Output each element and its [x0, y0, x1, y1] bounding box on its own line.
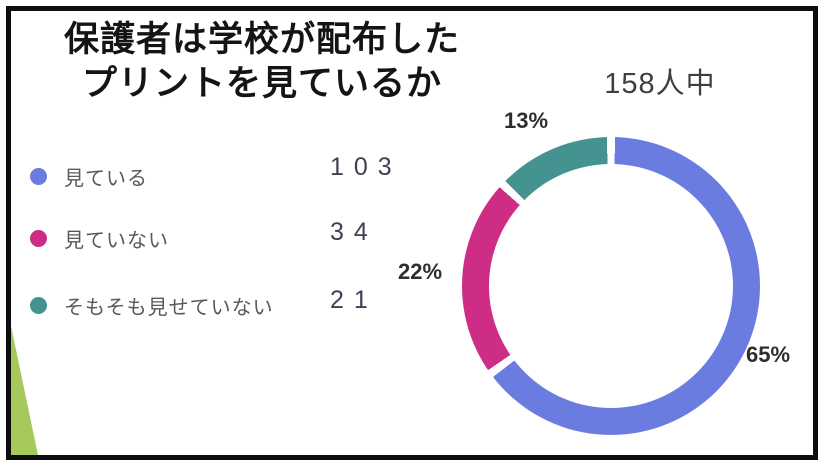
chart-title-line1: 保護者は学校が配布した [63, 20, 460, 59]
legend-label: 見ている [64, 168, 148, 190]
legend-item-miteinai: 見ていない [30, 224, 169, 253]
chart-title-line2: プリントを見ているか [81, 64, 442, 104]
corner-decoration-triangle [11, 326, 38, 455]
legend-dot-pink-icon [30, 230, 47, 247]
percent-label-miteiru: 65% [746, 342, 791, 367]
percent-label-misete-inai: 13% [504, 108, 549, 133]
legend-item-miteiru: 見ている [30, 162, 148, 191]
chart-title: 保護者は学校が配布した プリントを見ているか [24, 18, 500, 106]
donut-chart [462, 137, 760, 435]
legend-dot-blue-icon [30, 168, 47, 185]
total-respondents-label: 158人中 [604, 68, 716, 100]
legend-dot-teal-icon [30, 297, 47, 314]
legend-item-misete-inai: そもそも見せていない [30, 291, 274, 320]
legend-value-miteiru: 103 [330, 153, 402, 181]
donut-hole [489, 164, 733, 408]
percent-label-miteinai: 22% [398, 259, 443, 284]
legend-value-misete-inai: 21 [330, 286, 378, 314]
legend-label: そもそも見せていない [64, 297, 274, 319]
legend-label: 見ていない [64, 230, 169, 252]
legend-value-miteinai: 34 [330, 218, 378, 246]
